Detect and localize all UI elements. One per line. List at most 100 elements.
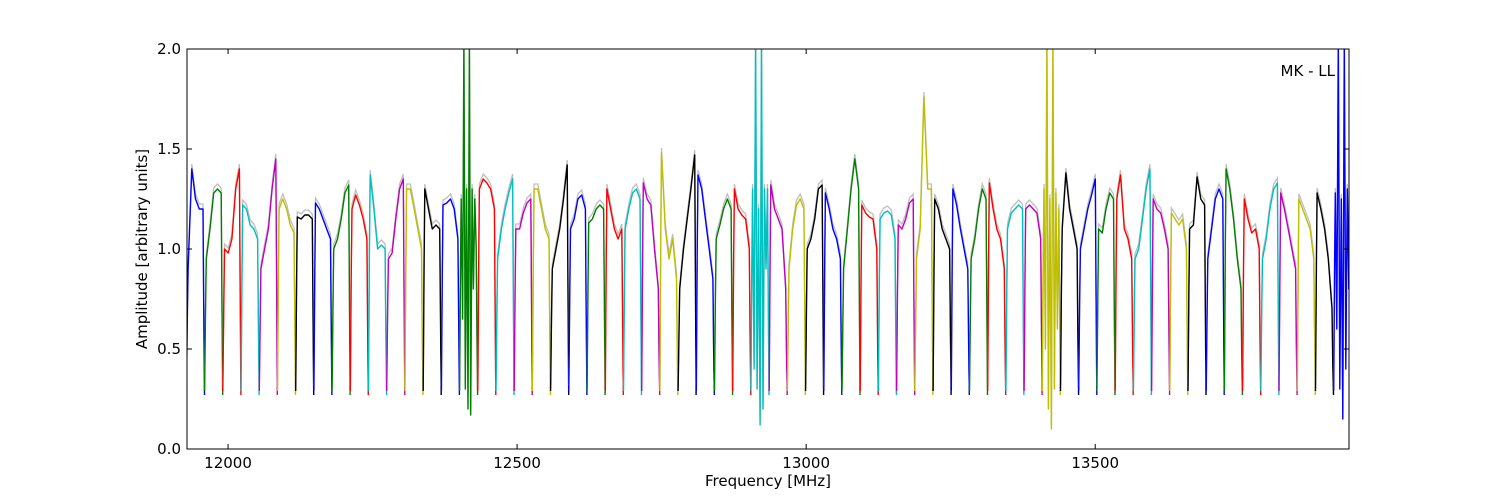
reference-segment-line	[367, 169, 388, 391]
reference-segment-line	[549, 159, 570, 391]
baseband-segment-line	[440, 198, 461, 396]
reference-segment-line	[513, 192, 533, 391]
reference-segment-line	[950, 183, 970, 391]
reference-segment-line	[222, 163, 242, 391]
reference-segment-line	[295, 209, 315, 391]
baseband-segment-line	[1314, 192, 1335, 396]
reference-segment-line	[1296, 193, 1316, 391]
baseband-segment-line	[240, 204, 260, 396]
reference-segment-line	[1150, 193, 1171, 391]
y-axis-label: Amplitude [arbitrary units]	[133, 149, 151, 349]
x-tick-label: 13000	[782, 454, 830, 472]
baseband-segment-line	[258, 158, 278, 396]
baseband-segment-line	[222, 168, 242, 396]
y-axis: 0.0 0.5 1.0 1.5 2.0	[157, 40, 1349, 458]
baseband-segment-line	[950, 188, 970, 396]
baseband-segment-line	[331, 184, 351, 396]
reference-segment-line	[622, 182, 643, 391]
reference-segment-line	[240, 198, 260, 391]
baseband-segment-line	[313, 202, 333, 396]
baseband-segment-line	[987, 182, 1007, 396]
baseband-segment-line	[1114, 174, 1134, 396]
x-tick-label: 12000	[204, 454, 252, 472]
baseband-segment-line	[367, 174, 388, 396]
y-tick-label: 1.5	[157, 140, 181, 158]
baseband-segment-line	[859, 204, 879, 396]
reference-segment-line	[1241, 193, 1262, 391]
baseband-segment-line	[1169, 212, 1189, 396]
reference-segment-line	[1205, 182, 1225, 391]
x-axis-label: Frequency [MHz]	[705, 472, 831, 490]
y-tick-label: 2.0	[157, 40, 181, 58]
baseband-segment-line	[895, 198, 916, 396]
reference-segment-line	[786, 192, 807, 391]
baseband-segment-line	[1005, 204, 1025, 396]
baseband-segment-line	[786, 198, 807, 396]
baseband-segment-line	[604, 188, 624, 396]
reference-segment-line	[1132, 163, 1153, 391]
reference-segment-line	[203, 183, 224, 391]
baseband-segment-line	[1187, 176, 1207, 396]
baseband-segment-line	[404, 188, 424, 396]
reference-segment-line	[404, 183, 424, 391]
reference-segment-line	[586, 199, 606, 391]
reference-segment-line	[895, 192, 916, 391]
baseband-segment-line	[458, 49, 479, 416]
baseband-segment-line	[422, 188, 442, 396]
chart-annotation: MK - LL	[1281, 62, 1336, 80]
y-tick-label: 1.0	[157, 240, 181, 258]
x-tick-label: 12500	[493, 454, 541, 472]
baseband-segment-line	[732, 188, 752, 396]
baseband-segment-line	[349, 194, 369, 396]
reference-segment-line	[1059, 167, 1080, 391]
reference-segment-line	[1278, 187, 1298, 391]
baseband-segment-line	[914, 96, 934, 396]
baseband-segment-line	[968, 188, 989, 396]
baseband-segment-line	[531, 188, 552, 396]
baseband-segment-line	[203, 188, 224, 396]
reference-segment-line	[604, 183, 624, 391]
baseband-segment-line	[1078, 178, 1098, 396]
reference-segment-line	[768, 179, 788, 391]
baseband-segment-line	[295, 214, 315, 396]
baseband-segment-line	[1296, 198, 1316, 396]
reference-segment-line	[804, 178, 825, 391]
reference-segment-line	[823, 187, 843, 391]
baseband-segment-line	[568, 194, 588, 396]
baseband-segment-line	[1059, 172, 1080, 396]
baseband-segment-line	[276, 198, 297, 396]
baseband-segment-line	[1205, 188, 1225, 396]
reference-segment-line	[477, 172, 497, 391]
baseband-segment-line	[1096, 192, 1116, 396]
baseband-segment-line	[1223, 168, 1244, 396]
x-tick-label: 13500	[1071, 454, 1119, 472]
reference-segment-line	[859, 199, 879, 391]
reference-segment-line	[1078, 173, 1098, 391]
reference-segment-line	[331, 179, 351, 391]
y-tick-label: 0.0	[157, 440, 181, 458]
baseband-segment-line	[768, 184, 788, 396]
reference-segment-line	[568, 188, 588, 391]
reference-segment-line	[1114, 169, 1134, 391]
reference-segment-line	[1187, 171, 1207, 391]
baseband-segment-line	[713, 198, 734, 396]
baseband-segment-line	[841, 158, 861, 396]
y-tick-label: 0.5	[157, 340, 181, 358]
reference-segment-line	[531, 183, 552, 391]
reference-segment-line	[386, 173, 406, 391]
baseband-segment-line	[932, 198, 952, 396]
baseband-segment-line	[622, 188, 643, 396]
baseband-segment-line	[1278, 192, 1298, 396]
baseband-segment-line	[586, 204, 606, 396]
baseband-segment-line	[641, 182, 661, 396]
baseband-segment-line	[1241, 198, 1262, 396]
reference-segment-line	[1096, 186, 1116, 391]
baseband-segment-line	[1260, 182, 1280, 396]
reference-segment-line	[258, 153, 278, 391]
baseband-segment-line	[549, 164, 570, 396]
reference-segment-line	[713, 192, 734, 391]
baseband-segment-line	[495, 178, 515, 396]
series-group	[187, 49, 1349, 430]
reference-segment-line	[914, 91, 934, 391]
